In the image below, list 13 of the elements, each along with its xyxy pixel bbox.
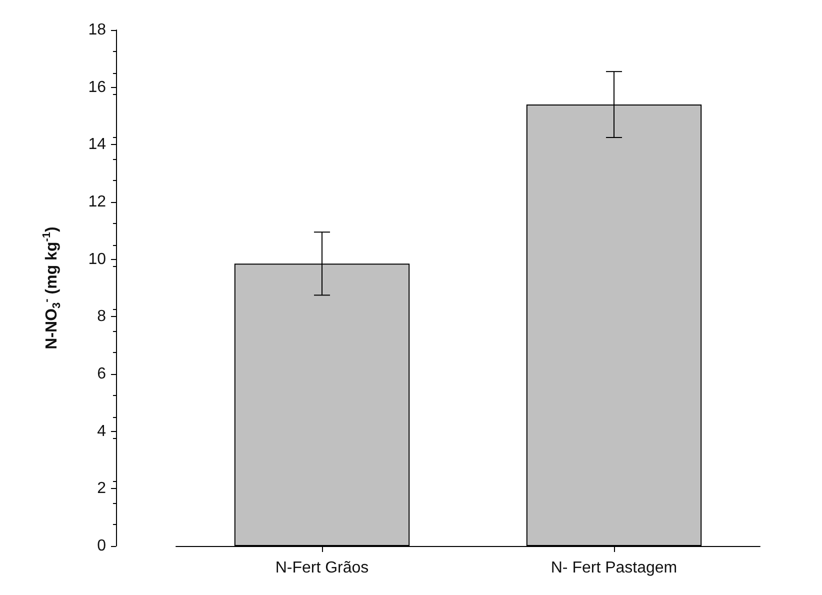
- y-tick-label: 8: [97, 308, 106, 326]
- y-tick-label: 6: [97, 366, 106, 382]
- x-tick-label: N- Fert Pastagem: [550, 560, 678, 576]
- y-tick-label: 10: [88, 250, 106, 268]
- y-tick-label: 12: [88, 194, 106, 210]
- x-tick-label: N-Fert Grãos: [275, 560, 369, 576]
- y-tick-label: 14: [88, 136, 106, 154]
- y-tick-label: 16: [88, 78, 106, 96]
- y-axis-title: N-NO3- (mg kg-1): [41, 226, 63, 350]
- y-tick-label: 18: [88, 22, 106, 38]
- y-tick-label: 0: [97, 538, 106, 554]
- y-tick-label: 4: [97, 422, 106, 440]
- y-tick-label: 2: [97, 480, 106, 498]
